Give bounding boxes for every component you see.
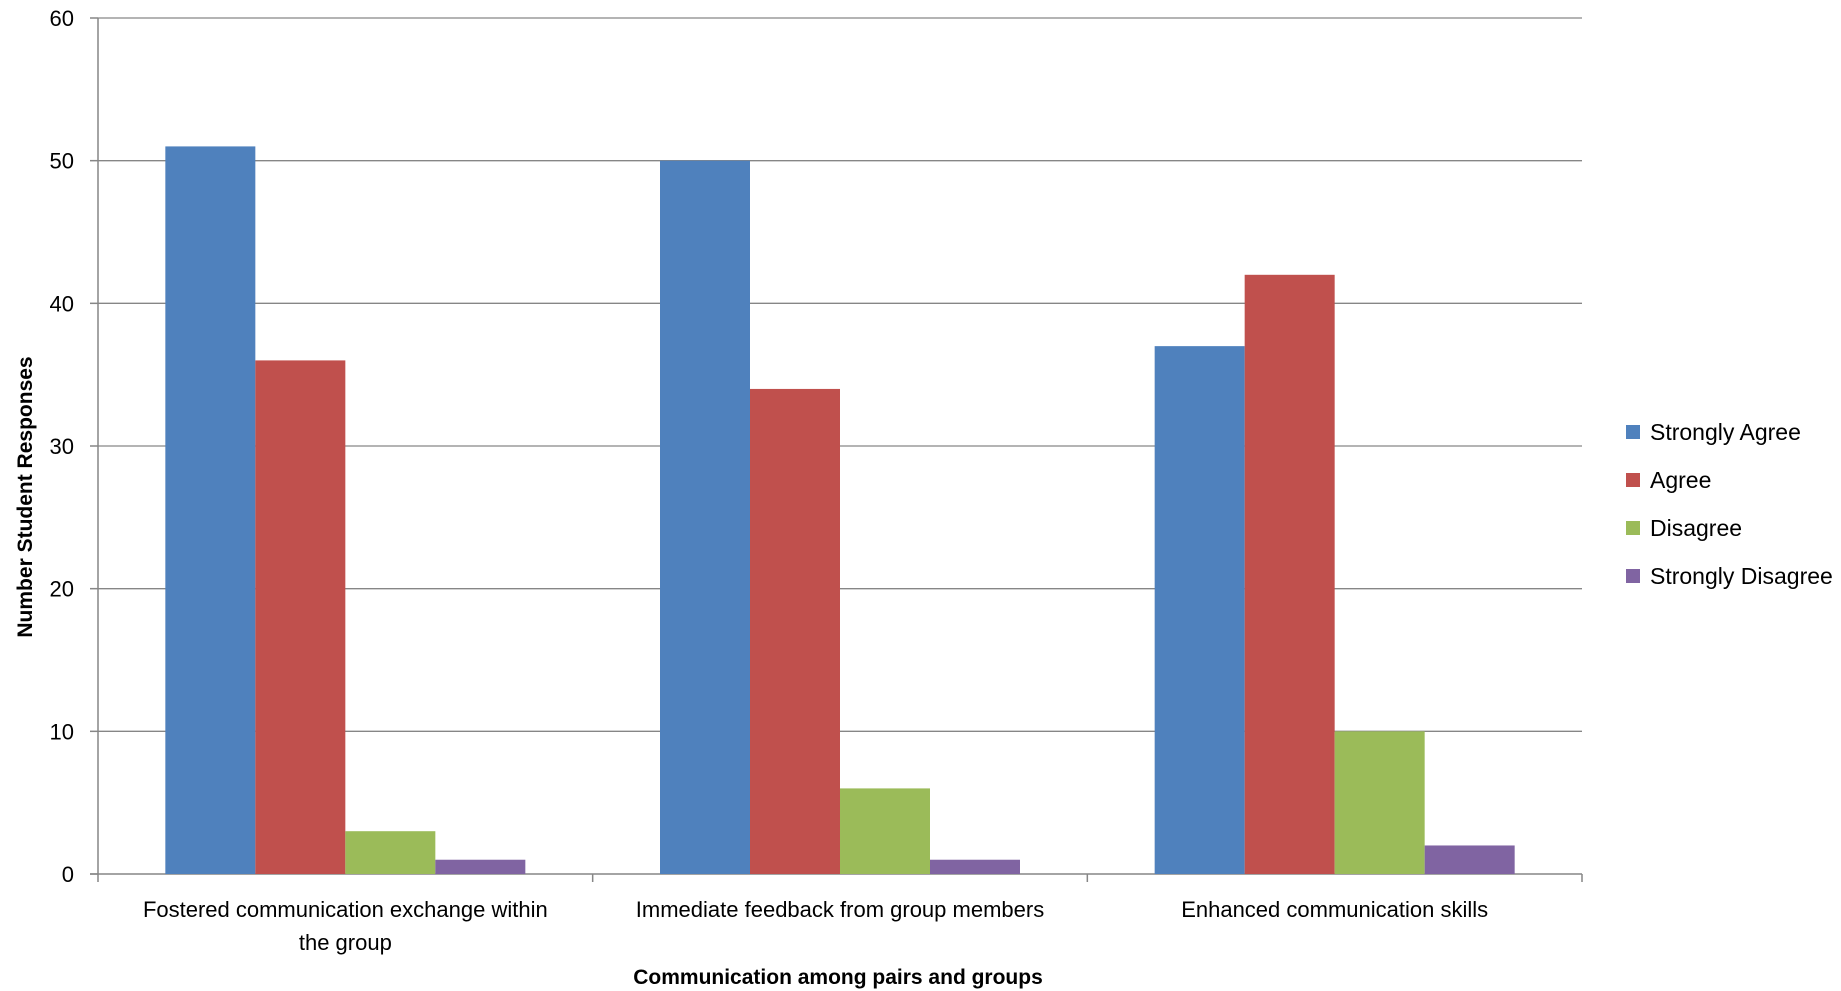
- legend-swatch: [1626, 521, 1640, 535]
- bar-disagree: [1334, 731, 1425, 874]
- bar-strongly-agree: [165, 146, 256, 874]
- bar-strongly-disagree: [435, 859, 526, 874]
- bars: [165, 146, 1515, 875]
- legend-swatch: [1626, 473, 1640, 487]
- category-label: Fostered communication exchange within: [143, 897, 548, 922]
- y-tick-label: 10: [50, 719, 74, 744]
- y-tick-label: 30: [50, 434, 74, 459]
- legend-label: Strongly Agree: [1650, 419, 1801, 445]
- category-label: Enhanced communication skills: [1181, 897, 1488, 922]
- y-tick-labels: 0 10 20 30 40 50 60: [50, 6, 74, 887]
- legend-swatch: [1626, 569, 1640, 583]
- legend-label: Disagree: [1650, 515, 1742, 541]
- legend: Strongly Agree Agree Disagree Strongly Disa…: [1626, 419, 1833, 589]
- bar-strongly-agree: [660, 160, 750, 874]
- y-tick-label: 50: [50, 149, 74, 174]
- bar-strongly-agree: [1154, 346, 1245, 875]
- legend-swatch: [1626, 425, 1640, 439]
- category-label: Immediate feedback from group members: [636, 897, 1044, 922]
- category-label: the group: [299, 930, 392, 955]
- legend-label: Strongly Disagree: [1650, 563, 1833, 589]
- y-tick-label: 20: [50, 577, 74, 602]
- bar-agree: [255, 360, 346, 874]
- bar-disagree: [345, 831, 436, 874]
- bar-strongly-disagree: [930, 859, 1020, 874]
- bar-agree: [750, 388, 840, 874]
- y-tick-label: 40: [50, 291, 74, 316]
- x-axis-title: Communication among pairs and groups: [633, 966, 1043, 989]
- y-tick-label: 60: [50, 6, 74, 31]
- bar-strongly-disagree: [1424, 845, 1515, 874]
- y-axis-title: Number Student Responses: [14, 356, 37, 637]
- y-tick-label: 0: [62, 862, 74, 887]
- bar-agree: [1244, 274, 1335, 874]
- legend-label: Agree: [1650, 467, 1711, 493]
- category-labels: Fostered communication exchange within th…: [143, 897, 1488, 955]
- bar-disagree: [840, 788, 930, 874]
